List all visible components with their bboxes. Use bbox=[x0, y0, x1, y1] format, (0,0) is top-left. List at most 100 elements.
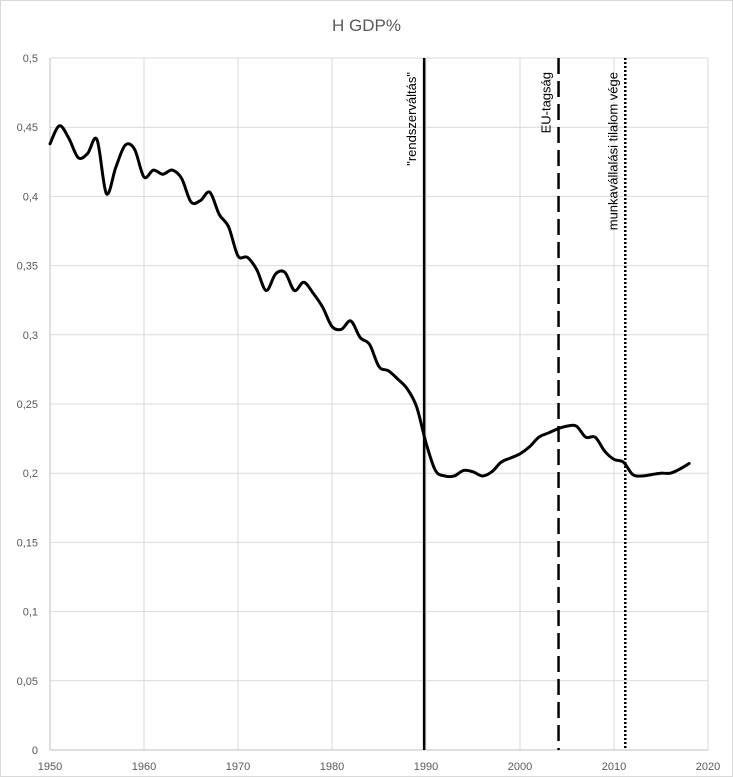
marker-label: munkavállalási tilalom vége bbox=[605, 72, 620, 230]
data-point bbox=[641, 475, 643, 477]
axes bbox=[49, 58, 708, 751]
data-point bbox=[453, 475, 455, 477]
data-point bbox=[77, 156, 79, 158]
data-point bbox=[218, 213, 220, 215]
x-tick-label: 1990 bbox=[414, 761, 438, 773]
y-tick-label: 0,4 bbox=[23, 191, 38, 203]
data-point bbox=[265, 289, 267, 291]
y-tick-label: 0 bbox=[32, 745, 38, 757]
y-tick-label: 0,15 bbox=[17, 537, 38, 549]
data-point bbox=[528, 446, 530, 448]
series-line bbox=[48, 124, 691, 479]
data-point bbox=[481, 475, 483, 477]
data-point bbox=[434, 469, 436, 471]
data-point bbox=[133, 148, 135, 150]
data-point bbox=[162, 173, 164, 175]
data-point bbox=[256, 269, 258, 271]
data-point bbox=[340, 328, 342, 330]
x-tick-label: 2010 bbox=[602, 761, 626, 773]
data-point bbox=[509, 457, 511, 459]
data-point bbox=[199, 199, 201, 201]
data-point bbox=[613, 458, 615, 460]
y-tick-label: 0,1 bbox=[23, 607, 38, 619]
data-point bbox=[491, 471, 493, 473]
data-point bbox=[397, 378, 399, 380]
x-tick-label: 1970 bbox=[226, 761, 250, 773]
data-point bbox=[378, 365, 380, 367]
y-tick-label: 0,05 bbox=[17, 676, 38, 688]
data-point bbox=[58, 125, 60, 127]
x-tick-label: 1950 bbox=[38, 761, 62, 773]
data-point bbox=[180, 177, 182, 179]
data-point bbox=[679, 468, 681, 470]
data-point bbox=[49, 143, 51, 145]
y-tick-label: 0,5 bbox=[23, 53, 38, 65]
data-point bbox=[444, 475, 446, 477]
data-point bbox=[688, 462, 690, 464]
data-point bbox=[594, 436, 596, 438]
y-tick-label: 0,45 bbox=[17, 122, 38, 134]
data-point bbox=[284, 271, 286, 273]
data-point bbox=[415, 406, 417, 408]
x-axis-tick-labels: 1950 1960 1970 1980 1990 2000 2010 2020 bbox=[38, 761, 720, 773]
data-point bbox=[462, 469, 464, 471]
data-point bbox=[105, 192, 107, 194]
data-point bbox=[566, 425, 568, 427]
data-point bbox=[425, 442, 427, 444]
x-tick-label: 2020 bbox=[696, 761, 720, 773]
data-point bbox=[500, 461, 502, 463]
data-point bbox=[171, 169, 173, 171]
data-point bbox=[209, 191, 211, 193]
x-tick-label: 1980 bbox=[320, 761, 344, 773]
data-point bbox=[387, 370, 389, 372]
event-markers: "rendszerváltás" EU-tagság munkavállalási … bbox=[404, 58, 627, 750]
data-point bbox=[68, 137, 70, 139]
data-point bbox=[585, 436, 587, 438]
data-point bbox=[575, 425, 577, 427]
data-point bbox=[603, 450, 605, 452]
data-point bbox=[237, 255, 239, 257]
chart-title: H GDP% bbox=[332, 16, 401, 35]
data-point bbox=[331, 325, 333, 327]
y-tick-label: 0,35 bbox=[17, 261, 38, 273]
data-point bbox=[303, 281, 305, 283]
data-point bbox=[538, 436, 540, 438]
data-point bbox=[660, 472, 662, 474]
data-point bbox=[556, 428, 558, 430]
data-point bbox=[227, 226, 229, 228]
data-point bbox=[86, 152, 88, 154]
marker-label: "rendszerváltás" bbox=[404, 72, 419, 166]
data-point bbox=[312, 292, 314, 294]
x-tick-label: 2000 bbox=[508, 761, 532, 773]
data-point bbox=[246, 256, 248, 258]
data-point bbox=[274, 273, 276, 275]
data-point bbox=[632, 473, 634, 475]
gridlines bbox=[50, 57, 709, 750]
data-point bbox=[96, 138, 98, 140]
data-point bbox=[669, 472, 671, 474]
data-point bbox=[406, 388, 408, 390]
marker-label: EU-tagság bbox=[539, 72, 554, 133]
y-tick-label: 0,25 bbox=[17, 399, 38, 411]
x-tick-label: 1960 bbox=[132, 761, 156, 773]
data-point bbox=[650, 473, 652, 475]
data-point bbox=[350, 320, 352, 322]
data-point bbox=[143, 176, 145, 178]
y-axis-tick-labels: 0 0,05 0,1 0,15 0,2 0,25 0,3 0,35 0,4 0,45 0,5 bbox=[17, 53, 38, 757]
data-point bbox=[547, 432, 549, 434]
y-tick-label: 0,3 bbox=[23, 330, 38, 342]
data-point bbox=[622, 461, 624, 463]
data-point bbox=[321, 306, 323, 308]
data-point bbox=[472, 471, 474, 473]
data-point bbox=[124, 144, 126, 146]
data-point bbox=[115, 166, 117, 168]
data-point bbox=[293, 289, 295, 291]
data-point bbox=[368, 343, 370, 345]
y-tick-label: 0,2 bbox=[23, 468, 38, 480]
data-point bbox=[519, 453, 521, 455]
data-point bbox=[190, 201, 192, 203]
series-layer bbox=[48, 124, 691, 479]
data-point bbox=[152, 169, 154, 171]
